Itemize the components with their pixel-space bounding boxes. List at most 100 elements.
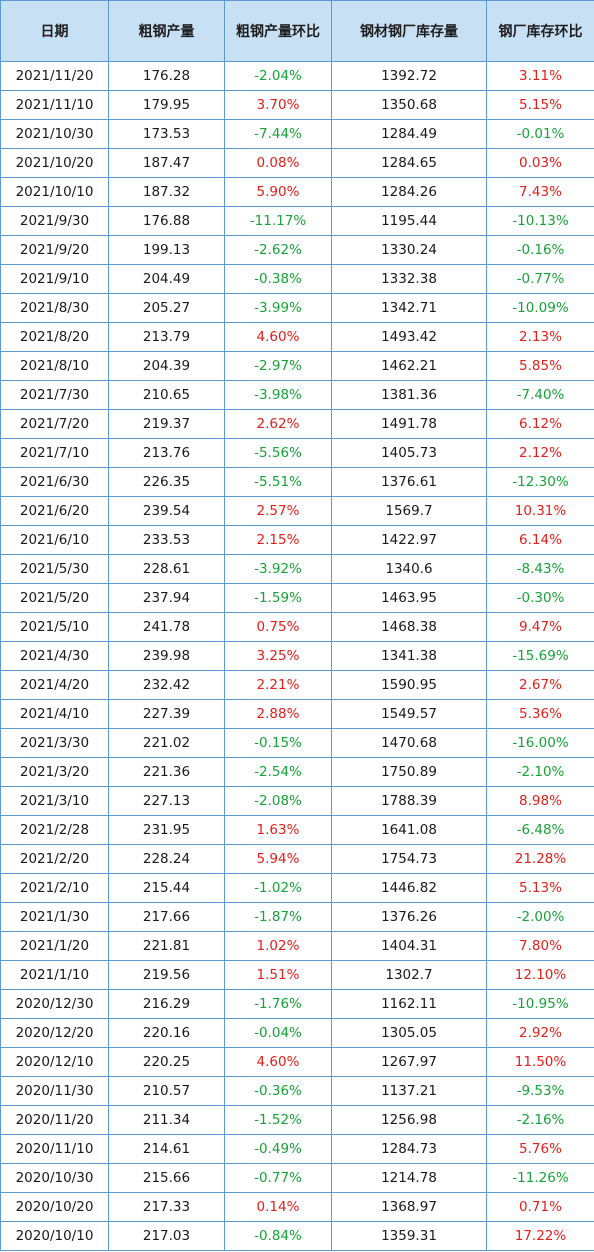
- crude-steel-output-cell[interactable]: 227.39: [108, 699, 225, 729]
- crude-steel-output-cell[interactable]: 199.13: [108, 235, 225, 265]
- crude-steel-output-change-cell[interactable]: -1.02%: [224, 873, 332, 903]
- date-cell[interactable]: 2021/5/30: [0, 554, 109, 584]
- crude-steel-output-cell[interactable]: 227.13: [108, 786, 225, 816]
- crude-steel-output-cell[interactable]: 173.53: [108, 119, 225, 149]
- mill-inventory-change-cell[interactable]: -2.00%: [486, 902, 594, 932]
- crude-steel-output-change-cell[interactable]: -0.15%: [224, 728, 332, 758]
- crude-steel-output-cell[interactable]: 210.57: [108, 1076, 225, 1106]
- date-cell[interactable]: 2021/11/10: [0, 90, 109, 120]
- crude-steel-output-change-cell[interactable]: -5.56%: [224, 438, 332, 468]
- crude-steel-output-cell[interactable]: 205.27: [108, 293, 225, 323]
- crude-steel-output-cell[interactable]: 241.78: [108, 612, 225, 642]
- crude-steel-output-change-cell[interactable]: -0.84%: [224, 1221, 332, 1251]
- crude-steel-output-change-cell[interactable]: -2.62%: [224, 235, 332, 265]
- date-cell[interactable]: 2020/10/30: [0, 1163, 109, 1193]
- mill-inventory-cell[interactable]: 1162.11: [331, 989, 487, 1019]
- crude-steel-output-cell[interactable]: 232.42: [108, 670, 225, 700]
- mill-inventory-change-cell[interactable]: -0.77%: [486, 264, 594, 294]
- date-cell[interactable]: 2021/7/10: [0, 438, 109, 468]
- crude-steel-output-cell[interactable]: 213.79: [108, 322, 225, 352]
- crude-steel-output-change-cell[interactable]: 3.70%: [224, 90, 332, 120]
- date-cell[interactable]: 2021/8/10: [0, 351, 109, 381]
- mill-inventory-change-cell[interactable]: -6.48%: [486, 815, 594, 845]
- mill-inventory-cell[interactable]: 1462.21: [331, 351, 487, 381]
- crude-steel-output-cell[interactable]: 220.16: [108, 1018, 225, 1048]
- crude-steel-output-change-cell[interactable]: 1.02%: [224, 931, 332, 961]
- mill-inventory-change-cell[interactable]: 10.31%: [486, 496, 594, 526]
- crude-steel-output-change-cell[interactable]: -2.97%: [224, 351, 332, 381]
- mill-inventory-change-cell[interactable]: 0.71%: [486, 1192, 594, 1222]
- mill-inventory-change-cell[interactable]: -10.13%: [486, 206, 594, 236]
- mill-inventory-change-cell[interactable]: 2.92%: [486, 1018, 594, 1048]
- crude-steel-output-change-cell[interactable]: -1.59%: [224, 583, 332, 613]
- mill-inventory-cell[interactable]: 1754.73: [331, 844, 487, 874]
- crude-steel-output-change-cell[interactable]: -2.04%: [224, 61, 332, 91]
- crude-steel-output-change-cell[interactable]: -3.98%: [224, 380, 332, 410]
- date-cell[interactable]: 2021/9/10: [0, 264, 109, 294]
- date-cell[interactable]: 2020/12/20: [0, 1018, 109, 1048]
- crude-steel-output-cell[interactable]: 239.98: [108, 641, 225, 671]
- mill-inventory-cell[interactable]: 1214.78: [331, 1163, 487, 1193]
- mill-inventory-cell[interactable]: 1549.57: [331, 699, 487, 729]
- mill-inventory-change-cell[interactable]: 5.76%: [486, 1134, 594, 1164]
- date-cell[interactable]: 2021/9/20: [0, 235, 109, 265]
- date-cell[interactable]: 2021/2/20: [0, 844, 109, 874]
- crude-steel-output-cell[interactable]: 220.25: [108, 1047, 225, 1077]
- date-cell[interactable]: 2021/7/20: [0, 409, 109, 439]
- date-cell[interactable]: 2021/10/20: [0, 148, 109, 178]
- mill-inventory-cell[interactable]: 1359.31: [331, 1221, 487, 1251]
- crude-steel-output-cell[interactable]: 213.76: [108, 438, 225, 468]
- crude-steel-output-cell[interactable]: 221.02: [108, 728, 225, 758]
- crude-steel-output-cell[interactable]: 204.39: [108, 351, 225, 381]
- date-cell[interactable]: 2021/3/10: [0, 786, 109, 816]
- date-cell[interactable]: 2021/5/10: [0, 612, 109, 642]
- mill-inventory-change-cell[interactable]: 12.10%: [486, 960, 594, 990]
- mill-inventory-change-cell[interactable]: -2.16%: [486, 1105, 594, 1135]
- mill-inventory-change-cell[interactable]: -9.53%: [486, 1076, 594, 1106]
- mill-inventory-cell[interactable]: 1302.7: [331, 960, 487, 990]
- mill-inventory-cell[interactable]: 1267.97: [331, 1047, 487, 1077]
- date-cell[interactable]: 2021/3/20: [0, 757, 109, 787]
- mill-inventory-change-cell[interactable]: -0.30%: [486, 583, 594, 613]
- date-cell[interactable]: 2021/1/20: [0, 931, 109, 961]
- date-cell[interactable]: 2021/6/20: [0, 496, 109, 526]
- mill-inventory-cell[interactable]: 1491.78: [331, 409, 487, 439]
- crude-steel-output-change-cell[interactable]: 2.21%: [224, 670, 332, 700]
- mill-inventory-change-cell[interactable]: -0.16%: [486, 235, 594, 265]
- mill-inventory-change-cell[interactable]: 5.13%: [486, 873, 594, 903]
- date-cell[interactable]: 2020/12/10: [0, 1047, 109, 1077]
- mill-inventory-change-cell[interactable]: -7.40%: [486, 380, 594, 410]
- mill-inventory-cell[interactable]: 1340.6: [331, 554, 487, 584]
- mill-inventory-change-cell[interactable]: 8.98%: [486, 786, 594, 816]
- mill-inventory-cell[interactable]: 1195.44: [331, 206, 487, 236]
- crude-steel-output-change-cell[interactable]: 2.57%: [224, 496, 332, 526]
- mill-inventory-change-cell[interactable]: -2.10%: [486, 757, 594, 787]
- mill-inventory-change-cell[interactable]: 7.43%: [486, 177, 594, 207]
- mill-inventory-change-cell[interactable]: 21.28%: [486, 844, 594, 874]
- crude-steel-output-cell[interactable]: 237.94: [108, 583, 225, 613]
- date-cell[interactable]: 2021/2/10: [0, 873, 109, 903]
- date-cell[interactable]: 2021/9/30: [0, 206, 109, 236]
- mill-inventory-cell[interactable]: 1468.38: [331, 612, 487, 642]
- mill-inventory-cell[interactable]: 1376.26: [331, 902, 487, 932]
- date-cell[interactable]: 2021/8/30: [0, 293, 109, 323]
- crude-steel-output-change-cell[interactable]: -3.99%: [224, 293, 332, 323]
- crude-steel-output-change-cell[interactable]: -0.36%: [224, 1076, 332, 1106]
- mill-inventory-cell[interactable]: 1463.95: [331, 583, 487, 613]
- date-cell[interactable]: 2021/1/30: [0, 902, 109, 932]
- date-cell[interactable]: 2021/7/30: [0, 380, 109, 410]
- date-cell[interactable]: 2021/4/20: [0, 670, 109, 700]
- mill-inventory-cell[interactable]: 1569.7: [331, 496, 487, 526]
- date-cell[interactable]: 2020/11/30: [0, 1076, 109, 1106]
- mill-inventory-cell[interactable]: 1392.72: [331, 61, 487, 91]
- crude-steel-output-change-cell[interactable]: 2.15%: [224, 525, 332, 555]
- date-cell[interactable]: 2021/8/20: [0, 322, 109, 352]
- crude-steel-output-change-cell[interactable]: 5.90%: [224, 177, 332, 207]
- crude-steel-output-cell[interactable]: 217.66: [108, 902, 225, 932]
- header-crude-steel-output-change[interactable]: 粗钢产量环比: [224, 0, 332, 62]
- mill-inventory-cell[interactable]: 1404.31: [331, 931, 487, 961]
- crude-steel-output-cell[interactable]: 216.29: [108, 989, 225, 1019]
- mill-inventory-cell[interactable]: 1788.39: [331, 786, 487, 816]
- date-cell[interactable]: 2020/11/20: [0, 1105, 109, 1135]
- mill-inventory-change-cell[interactable]: 7.80%: [486, 931, 594, 961]
